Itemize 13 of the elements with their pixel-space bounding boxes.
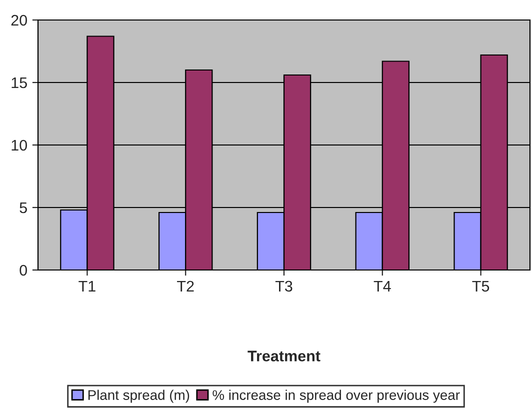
y-tick-label: 5 xyxy=(20,202,27,214)
y-tick-label: 20 xyxy=(11,14,27,26)
legend-label: Plant spread (m) xyxy=(88,390,190,403)
y-tick-label: 10 xyxy=(12,140,27,151)
x-tick-label: T5 xyxy=(472,280,490,292)
y-tick-label: 15 xyxy=(12,78,27,88)
x-tick-label: T4 xyxy=(374,280,391,292)
x-tick-label: T3 xyxy=(275,280,292,292)
x-tick-label: T2 xyxy=(177,280,194,292)
x-tick-label: T1 xyxy=(78,280,96,292)
y-tick-label: 0 xyxy=(20,264,27,276)
x-axis-title: Treatment xyxy=(248,350,320,362)
legend-label: % increase in spread over previous year xyxy=(212,390,460,403)
